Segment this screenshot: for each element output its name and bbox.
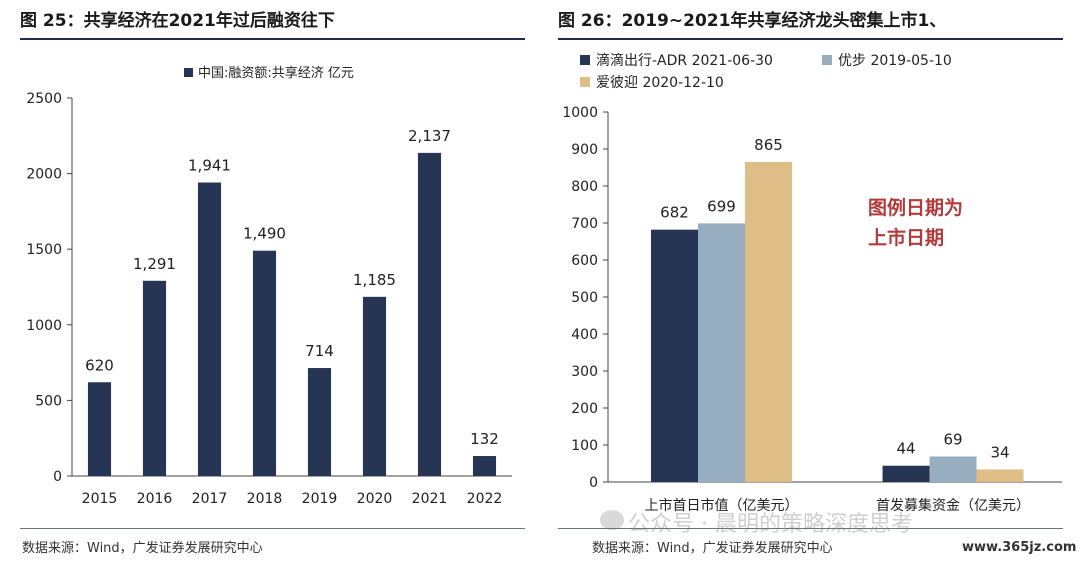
left-bar: [417, 152, 442, 476]
left-y-tick-label: 0: [53, 469, 62, 485]
left-legend-label: 中国:融资额:共享经济 亿元: [198, 65, 354, 81]
right-x-tick-label: 首发募集资金（亿美元）: [876, 497, 1030, 514]
left-x-tick-label: 2018: [247, 491, 283, 507]
right-y-tick-label: 400: [571, 327, 598, 343]
right-bar-label: 682: [660, 204, 689, 222]
left-y-tick-label: 1500: [26, 242, 62, 258]
right-bar-label: 69: [943, 430, 962, 448]
watermark: 公众号 · 晨明的策略深度思考: [628, 512, 913, 537]
left-bar-label: 132: [470, 430, 499, 448]
right-bar: [698, 223, 745, 482]
left-x-tick-label: 2021: [412, 491, 448, 507]
right-bar: [745, 161, 792, 482]
wechat-icon: [600, 510, 624, 530]
annotation-line-2: 上市日期: [868, 227, 945, 249]
annotation-line-1: 图例日期为: [868, 197, 964, 219]
right-bar-label: 699: [707, 197, 736, 215]
right-source: 数据来源：Wind，广发证券发展研究中心: [592, 541, 833, 556]
right-chart-title: 图 26：2019~2021年共享经济龙头密集上市1、: [558, 11, 947, 31]
right-y-tick-label: 200: [571, 401, 598, 417]
left-title-rule: [20, 38, 525, 40]
left-bar: [142, 280, 167, 476]
right-x-tick-label: 上市首日市值（亿美元）: [645, 497, 799, 514]
right-bar-label: 865: [754, 136, 783, 154]
right-legend-swatch: [580, 55, 590, 65]
left-y-tick-label: 2000: [26, 167, 62, 183]
right-bar: [882, 465, 930, 482]
left-legend-swatch: [184, 68, 193, 77]
left-x-tick-label: 2016: [137, 491, 173, 507]
left-x-tick-label: 2019: [302, 491, 338, 507]
right-title-rule: [558, 38, 1063, 40]
left-bar-label: 620: [85, 356, 114, 374]
right-bar: [929, 456, 977, 482]
left-bar-label: 1,490: [243, 225, 286, 243]
left-bar: [362, 296, 387, 476]
right-y-tick-label: 0: [589, 475, 598, 491]
left-source-rule: [20, 528, 525, 529]
left-bar-label: 1,185: [353, 271, 396, 289]
right-y-tick-label: 700: [571, 216, 598, 232]
left-x-tick-label: 2022: [467, 491, 503, 507]
left-x-tick-label: 2020: [357, 491, 393, 507]
right-source-rule: [558, 528, 1063, 529]
left-y-tick-label: 1000: [26, 318, 62, 334]
site-url: www.365jz.com: [962, 540, 1077, 555]
left-x-tick-label: 2015: [82, 491, 118, 507]
right-bar: [651, 229, 698, 482]
left-y-tick-label: 2500: [26, 91, 62, 107]
right-bar: [976, 469, 1024, 482]
right-legend-label: 滴滴出行-ADR 2021-06-30: [596, 52, 773, 69]
right-y-tick-label: 900: [571, 142, 598, 158]
left-bar-label: 714: [305, 342, 334, 360]
left-chart-title: 图 25：共享经济在2021年过后融资往下: [20, 11, 335, 31]
left-bar-label: 1,291: [133, 255, 176, 273]
left-bar-label: 1,941: [188, 157, 231, 175]
right-y-tick-label: 300: [571, 364, 598, 380]
right-y-tick-label: 500: [571, 290, 598, 306]
left-bar: [472, 456, 497, 476]
left-bar: [307, 368, 332, 476]
left-y-tick-label: 500: [35, 393, 62, 409]
right-legend-label: 爱彼迎 2020-12-10: [596, 75, 724, 91]
left-source: 数据来源：Wind，广发证券发展研究中心: [22, 541, 263, 556]
right-bar-label: 34: [990, 443, 1009, 461]
right-bar-label: 44: [896, 440, 915, 458]
right-y-tick-label: 800: [571, 179, 598, 195]
right-legend-swatch: [580, 77, 590, 87]
date-annotation: 图例日期为 上市日期: [868, 193, 998, 253]
left-bar: [87, 382, 112, 476]
left-bar-label: 2,137: [408, 127, 451, 145]
right-y-tick-label: 600: [571, 253, 598, 269]
right-y-tick-label: 1000: [562, 105, 598, 121]
left-x-tick-label: 2017: [192, 491, 228, 507]
left-bar: [252, 250, 277, 476]
left-bar: [197, 182, 222, 476]
right-legend-swatch: [822, 55, 832, 65]
right-y-tick-label: 100: [571, 438, 598, 454]
right-legend-label: 优步 2019-05-10: [838, 53, 952, 69]
